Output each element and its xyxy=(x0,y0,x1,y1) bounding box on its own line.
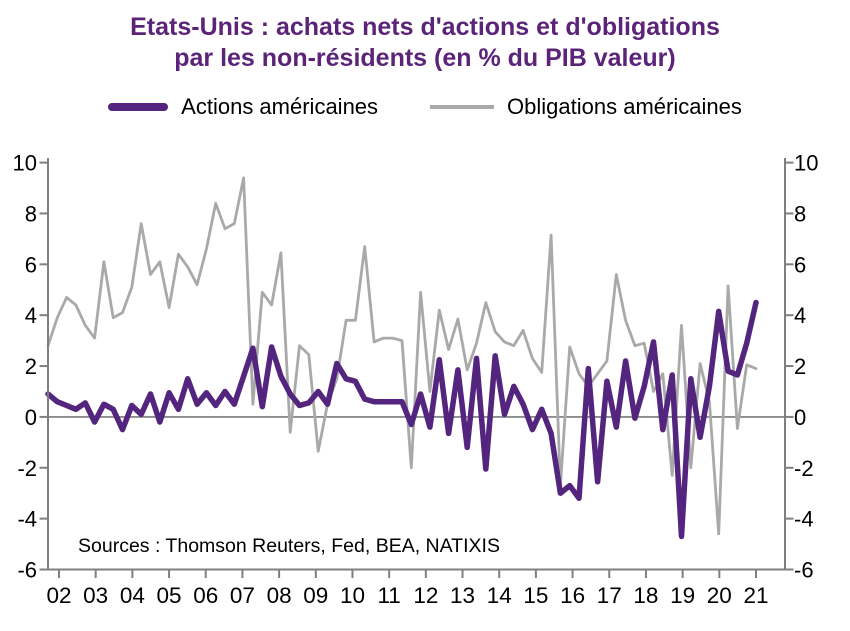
y-tick-label-right: 0 xyxy=(794,405,806,430)
actions-line-swatch xyxy=(108,103,169,111)
x-tick-label: 13 xyxy=(450,583,475,608)
y-tick-label-right: -4 xyxy=(794,507,814,532)
chart-title-line-1: Etats-Unis : achats nets d'actions et d'… xyxy=(130,13,720,41)
y-tick-label-left: -2 xyxy=(17,456,37,481)
x-tick-label: 09 xyxy=(303,583,328,608)
x-tick-label: 16 xyxy=(560,583,585,608)
y-tick-label-left: 4 xyxy=(25,303,37,328)
x-tick-label: 06 xyxy=(193,583,218,608)
chart-title: Etats-Unis : achats nets d'actions et d'… xyxy=(0,12,850,74)
legend-label-obligations: Obligations américaines xyxy=(507,94,742,119)
series-line-obligations-americaines xyxy=(46,176,758,536)
x-tick-label: 15 xyxy=(523,583,548,608)
legend-item-obligations: Obligations américaines xyxy=(430,94,742,120)
y-tick-label-left: 0 xyxy=(25,405,37,430)
y-tick-label-right: -2 xyxy=(794,456,814,481)
x-tick-label: 10 xyxy=(340,583,365,608)
x-tick-label: 08 xyxy=(267,583,292,608)
chart-title-line-2: par les non-résidents (en % du PIB valeu… xyxy=(174,44,676,72)
x-tick-label: 04 xyxy=(120,583,145,608)
x-tick-label: 07 xyxy=(230,583,255,608)
obligations-line-swatch xyxy=(430,105,495,109)
y-tick-label-left: 10 xyxy=(13,151,37,176)
x-tick-label: 14 xyxy=(487,583,512,608)
source-note: Sources : Thomson Reuters, Fed, BEA, NAT… xyxy=(78,535,500,557)
x-tick-label: 17 xyxy=(597,583,622,608)
x-tick-label: 19 xyxy=(670,583,695,608)
legend-label-actions: Actions américaines xyxy=(181,94,379,119)
x-tick-label: 12 xyxy=(413,583,438,608)
y-tick-label-left: 2 xyxy=(25,354,37,379)
x-tick-label: 11 xyxy=(377,583,400,608)
y-tick-label-right: 10 xyxy=(794,151,818,176)
y-tick-label-right: 8 xyxy=(794,201,806,226)
x-tick-label: 02 xyxy=(46,583,71,608)
y-tick-label-right: 2 xyxy=(794,354,806,379)
y-tick-label-left: -4 xyxy=(17,507,37,532)
x-tick-label: 21 xyxy=(743,583,768,608)
x-tick-label: 20 xyxy=(707,583,732,608)
y-tick-label-left: 6 xyxy=(25,252,37,277)
y-tick-label-right: 4 xyxy=(794,303,806,328)
x-tick-label: 03 xyxy=(83,583,108,608)
legend-item-actions: Actions américaines xyxy=(108,94,378,120)
y-tick-label-right: 6 xyxy=(794,252,806,277)
y-tick-label-left: -6 xyxy=(17,558,37,583)
x-tick-label: 05 xyxy=(157,583,182,608)
x-tick-label: 18 xyxy=(633,583,658,608)
y-tick-label-left: 8 xyxy=(25,201,37,226)
series-line-actions-americaines xyxy=(45,299,759,540)
legend: Actions américaines Obligations américai… xyxy=(0,94,850,120)
y-tick-label-right: -6 xyxy=(794,558,814,583)
